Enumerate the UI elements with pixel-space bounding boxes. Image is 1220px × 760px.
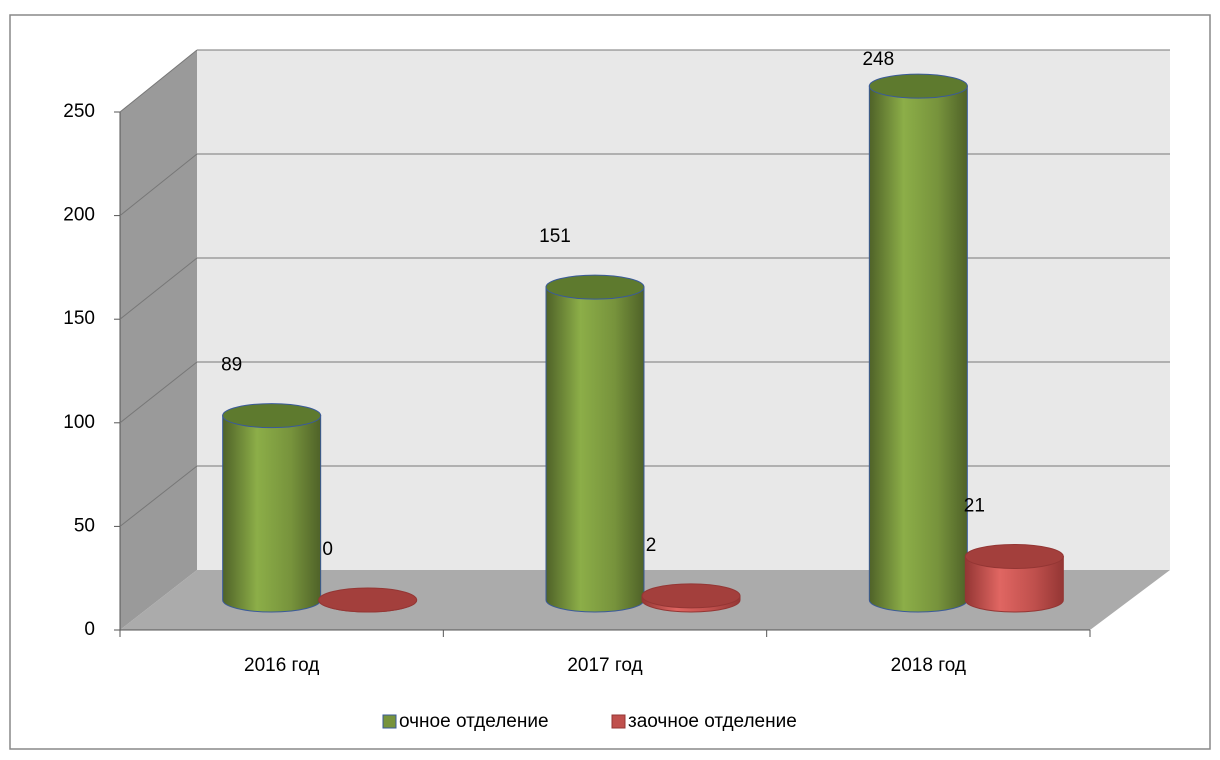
y-tick-label: 150 — [63, 308, 95, 329]
cylinder — [964, 543, 1064, 613]
back-wall — [197, 50, 1170, 570]
grid-line — [119, 49, 198, 113]
x-tick-label: 2016 год — [244, 655, 319, 676]
cylinder-body — [222, 415, 322, 613]
data-label: 0 — [322, 539, 333, 560]
data-label: 2 — [646, 535, 657, 556]
y-tick-label: 50 — [74, 515, 95, 536]
cylinder — [641, 583, 741, 613]
legend-label: заочное отделение — [628, 711, 797, 732]
cylinder-top — [868, 73, 968, 99]
y-tick-label: 250 — [63, 101, 95, 122]
cylinder-body — [868, 85, 968, 613]
cylinder-top — [964, 543, 1064, 569]
y-tick-label: 200 — [63, 205, 95, 226]
grid-line — [119, 465, 198, 527]
cylinder-top — [545, 274, 645, 300]
legend-swatch — [611, 714, 626, 729]
x-tick-label: 2017 год — [567, 655, 642, 676]
grid-line — [119, 361, 198, 424]
x-tick-label: 2018 год — [891, 655, 966, 676]
legend-label: очное отделение — [399, 711, 549, 732]
data-label: 21 — [964, 496, 985, 517]
cylinder-top — [222, 403, 322, 429]
y-tick-label: 100 — [63, 412, 95, 433]
legend-swatch — [382, 714, 397, 729]
cylinder — [868, 73, 968, 613]
grid-line — [119, 257, 198, 320]
grid-line — [119, 153, 198, 216]
data-label: 248 — [862, 49, 894, 70]
data-label: 89 — [221, 355, 242, 376]
data-label: 151 — [539, 226, 571, 247]
cylinder-top — [318, 587, 418, 613]
y-tick-label: 0 — [84, 619, 95, 640]
side-wall — [120, 50, 197, 630]
cylinder — [545, 274, 645, 613]
cylinder-top — [641, 583, 741, 609]
cylinder-body — [545, 286, 645, 613]
cylinder-body — [964, 555, 1064, 613]
cylinder — [318, 587, 418, 613]
cylinder — [222, 403, 322, 613]
